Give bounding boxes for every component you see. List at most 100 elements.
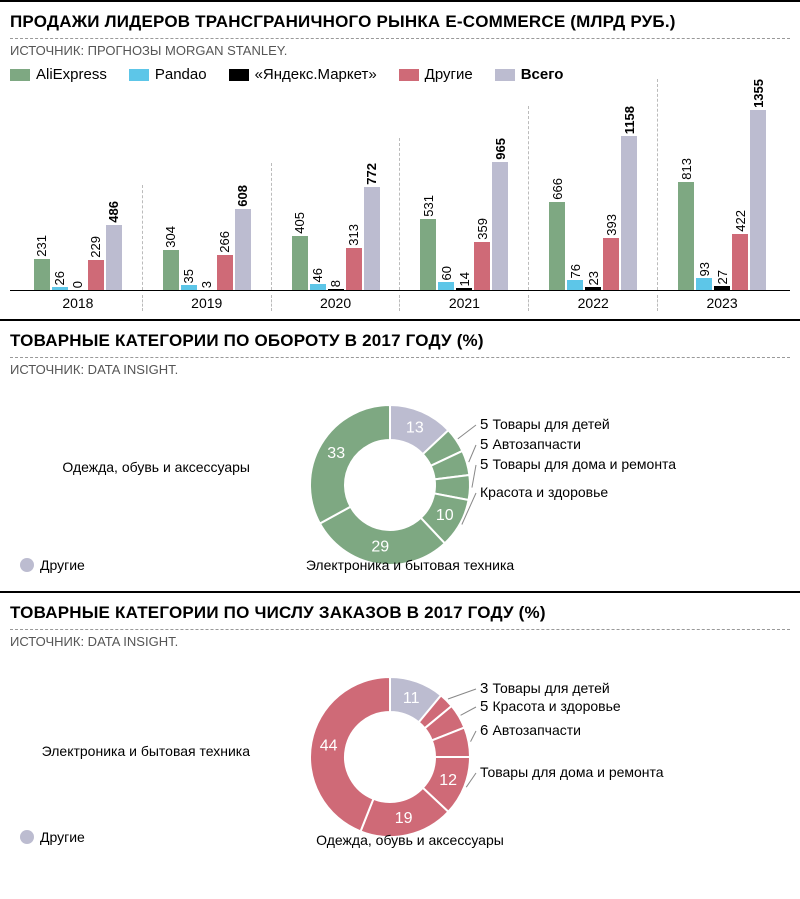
bar-wrap: 313: [346, 224, 362, 290]
year-group: 666 7623 393 1158: [528, 106, 657, 290]
bar-wrap: 23: [585, 271, 601, 290]
bar-wrap: 666: [549, 178, 565, 290]
donut1-other-label: Другие: [40, 557, 85, 573]
bar-wrap: 60: [438, 266, 454, 290]
bar-wrap: 14: [456, 272, 472, 290]
bar: [474, 242, 490, 290]
bar: [235, 209, 251, 290]
slice-value: 11: [403, 690, 420, 707]
bar-wrap: 393: [603, 214, 619, 290]
bar: [310, 284, 326, 290]
bar-wrap: 608: [235, 185, 251, 290]
circle-icon: [20, 558, 34, 572]
donut1-left-label: Одежда, обувь и аксессуары: [20, 459, 250, 475]
slice-value: 19: [395, 810, 413, 827]
bar-wrap: 531: [420, 195, 436, 290]
bar: [750, 110, 766, 290]
bar-wrap: 46: [310, 268, 326, 290]
bar: [88, 260, 104, 290]
bar-wrap: 231: [34, 235, 50, 290]
legend-label: Всего: [521, 66, 564, 83]
bar-wrap: 1355: [750, 79, 766, 290]
legend-label: Pandao: [155, 66, 207, 83]
bar: [292, 236, 308, 290]
circle-icon: [20, 830, 34, 844]
swatch: [10, 69, 30, 81]
bar: [621, 136, 637, 290]
bar-wrap: 76: [567, 264, 583, 290]
donut1-title: ТОВАРНЫЕ КАТЕГОРИИ ПО ОБОРОТУ В 2017 ГОД…: [10, 327, 790, 358]
donut1-legend-other: Другие: [20, 557, 85, 573]
bar-value-label: 3: [199, 281, 214, 288]
bar-value-label: 0: [70, 281, 85, 288]
bar: [603, 238, 619, 290]
slice-label: Товары для дома и ремонта: [480, 764, 664, 780]
swatch: [229, 69, 249, 81]
bar-value-label: 304: [163, 226, 178, 248]
slice-value: 10: [436, 507, 454, 524]
bar-value-label: 393: [604, 214, 619, 236]
bar: [696, 278, 712, 290]
year-label: 2023: [657, 295, 786, 311]
slice-label: Одежда, обувь и аксессуары: [316, 832, 504, 848]
year-group: 231260229486: [14, 201, 142, 290]
bar: [492, 162, 508, 290]
swatch: [495, 69, 515, 81]
legend-item: Всего: [495, 66, 564, 83]
bar-wrap: 965: [492, 138, 508, 290]
bar-wrap: 359: [474, 218, 490, 290]
donut2-chart: Электроника и бытовая техника 113 Товары…: [10, 655, 790, 855]
donut1-section: ТОВАРНЫЕ КАТЕГОРИИ ПО ОБОРОТУ В 2017 ГОД…: [0, 319, 800, 591]
bar-wrap: 813: [678, 158, 694, 290]
bar-value-label: 76: [568, 264, 583, 278]
slice-value: 13: [406, 420, 424, 437]
bar: [34, 259, 50, 290]
bar: [567, 280, 583, 290]
slice-label: Электроника и бытовая техника: [306, 557, 515, 573]
bar-wrap: 8: [328, 280, 344, 290]
donut2-legend-other: Другие: [20, 829, 85, 845]
slice-label: 6 Автозапчасти: [480, 722, 581, 739]
legend-label: AliExpress: [36, 66, 107, 83]
bar: [420, 219, 436, 290]
bar-wrap: 266: [217, 231, 233, 290]
bar-wrap: 422: [732, 210, 748, 290]
bar-chart: 231260229486 304 353266608 405468313 772 531 6…: [10, 91, 790, 311]
bar-wrap: 0: [70, 281, 86, 290]
bar-value-label: 531: [421, 195, 436, 217]
bar-wrap: 304: [163, 226, 179, 290]
bar: [732, 234, 748, 290]
bar-wrap: 405: [292, 212, 308, 290]
bar-value-label: 60: [439, 266, 454, 280]
bar: [585, 287, 601, 290]
bar-wrap: 1158: [621, 106, 637, 290]
bar-value-label: 46: [310, 268, 325, 282]
year-group: 405468313 772: [271, 163, 400, 290]
donut-slice: [310, 405, 390, 524]
donut2-section: ТОВАРНЫЕ КАТЕГОРИИ ПО ЧИСЛУ ЗАКАЗОВ В 20…: [0, 591, 800, 863]
bar-value-label: 666: [550, 178, 565, 200]
bar-value-label: 486: [106, 201, 121, 223]
bar-wrap: 26: [52, 271, 68, 290]
slice-label: 5 Товары для дома и ремонта: [480, 456, 676, 473]
bar-value-label: 27: [715, 270, 730, 284]
bar-value-label: 1158: [622, 106, 637, 134]
bar: [549, 202, 565, 290]
donut2-source: ИСТОЧНИК: DATA INSIGHT.: [10, 630, 790, 655]
bar-wrap: 93: [696, 262, 712, 290]
legend-label: «Яндекс.Маркет»: [255, 66, 377, 83]
bar: [106, 225, 122, 290]
bar: [52, 287, 68, 290]
slice-label: Красота и здоровье: [480, 484, 608, 500]
bar-wrap: 486: [106, 201, 122, 290]
bar-value-label: 772: [364, 163, 379, 185]
legend-item: AliExpress: [10, 66, 107, 83]
bar: [346, 248, 362, 290]
slice-value: 33: [327, 445, 345, 462]
bar-value-label: 23: [586, 271, 601, 285]
bar-wrap: 35: [181, 269, 197, 290]
slice-label: 5 Красота и здоровье: [480, 698, 621, 715]
bar-value-label: 965: [493, 138, 508, 160]
donut1-chart: Одежда, обувь и аксессуары 13 5 Товары дл…: [10, 383, 790, 583]
swatch: [129, 69, 149, 81]
